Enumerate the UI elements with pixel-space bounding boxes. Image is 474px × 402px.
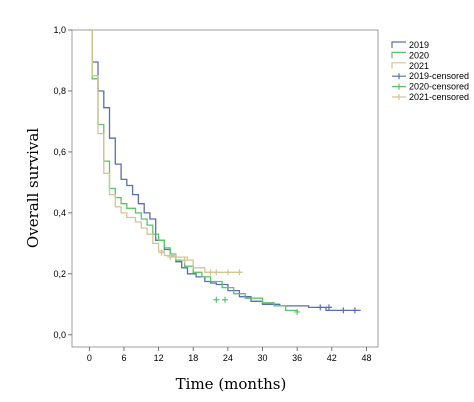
censor-mark-2021-censored-0	[158, 249, 165, 256]
y-tick-label-0,4: 0,4	[53, 208, 66, 218]
legend-swatch-2021	[391, 62, 406, 69]
censor-mark-2019-censored-3	[351, 307, 358, 314]
axis-ticks: 0 6 12 18 24 30 36 42 48 0,0 0,2 0,4 0,6 0,8 1,0	[53, 25, 371, 363]
y-tick-label-1,0: 1,0	[53, 25, 66, 35]
censor-mark-2020-censored-1	[222, 296, 228, 303]
censor-mark-2019-censored-0	[317, 304, 324, 311]
legend-swatch-2020	[391, 51, 406, 59]
series-line-2021	[89, 29, 243, 273]
censor-mark-2021-censored-4	[207, 269, 214, 276]
censor-mark-2021-censored-3	[181, 257, 188, 264]
x-tick-label-48: 48	[361, 353, 371, 363]
censor-group	[158, 249, 358, 315]
legend-swatch-2020-censored	[392, 83, 406, 90]
censor-mark-2021-censored-5	[213, 269, 220, 276]
censor-mark-2021-censored-2	[172, 254, 179, 261]
censor-mark-2019-censored-2	[340, 307, 347, 314]
x-tick-label-12: 12	[154, 353, 164, 363]
legend-swatch-2019	[391, 41, 406, 48]
legend-label-2020: 2020	[409, 50, 429, 60]
x-tick-label-0: 0	[87, 353, 92, 363]
series-line-2020	[89, 29, 298, 312]
legend-swatch-2021-censored	[392, 94, 406, 100]
plot-frame	[71, 29, 379, 348]
x-tick-label-18: 18	[188, 353, 198, 363]
x-tick-label-24: 24	[223, 353, 233, 363]
legend-label-2019-censored: 2019-censored	[409, 71, 469, 81]
y-tick-label-0,6: 0,6	[53, 147, 66, 157]
y-tick-label-0,0: 0,0	[53, 330, 66, 340]
legend-swatch-2019-censored	[392, 73, 406, 80]
censor-mark-2019-censored-1	[325, 304, 332, 311]
legend-label-2021: 2021	[409, 61, 429, 71]
legend-label-2020-censored: 2020-censored	[409, 82, 469, 92]
censor-mark-2021-censored-6	[224, 269, 231, 276]
y-tick-label-0,8: 0,8	[53, 86, 66, 96]
censor-mark-2020-censored-2	[294, 308, 301, 315]
y-tick-label-0,2: 0,2	[53, 269, 66, 279]
x-tick-label-6: 6	[121, 353, 126, 363]
x-tick-label-36: 36	[292, 353, 302, 363]
legend: 2019202020212019-censored2020-censored20…	[391, 40, 469, 102]
censor-mark-2020-censored-0	[213, 296, 220, 303]
series-group	[89, 29, 361, 312]
legend-label-2019: 2019	[409, 40, 429, 50]
censor-mark-2021-censored-1	[167, 254, 174, 261]
legend-label-2021-censored: 2021-censored	[409, 92, 469, 102]
x-axis-title: Time (months)	[176, 375, 287, 393]
censor-mark-2021-censored-7	[236, 269, 243, 276]
x-tick-label-30: 30	[258, 353, 268, 363]
y-axis-title: Overall survival	[24, 128, 42, 248]
x-tick-label-42: 42	[327, 353, 337, 363]
